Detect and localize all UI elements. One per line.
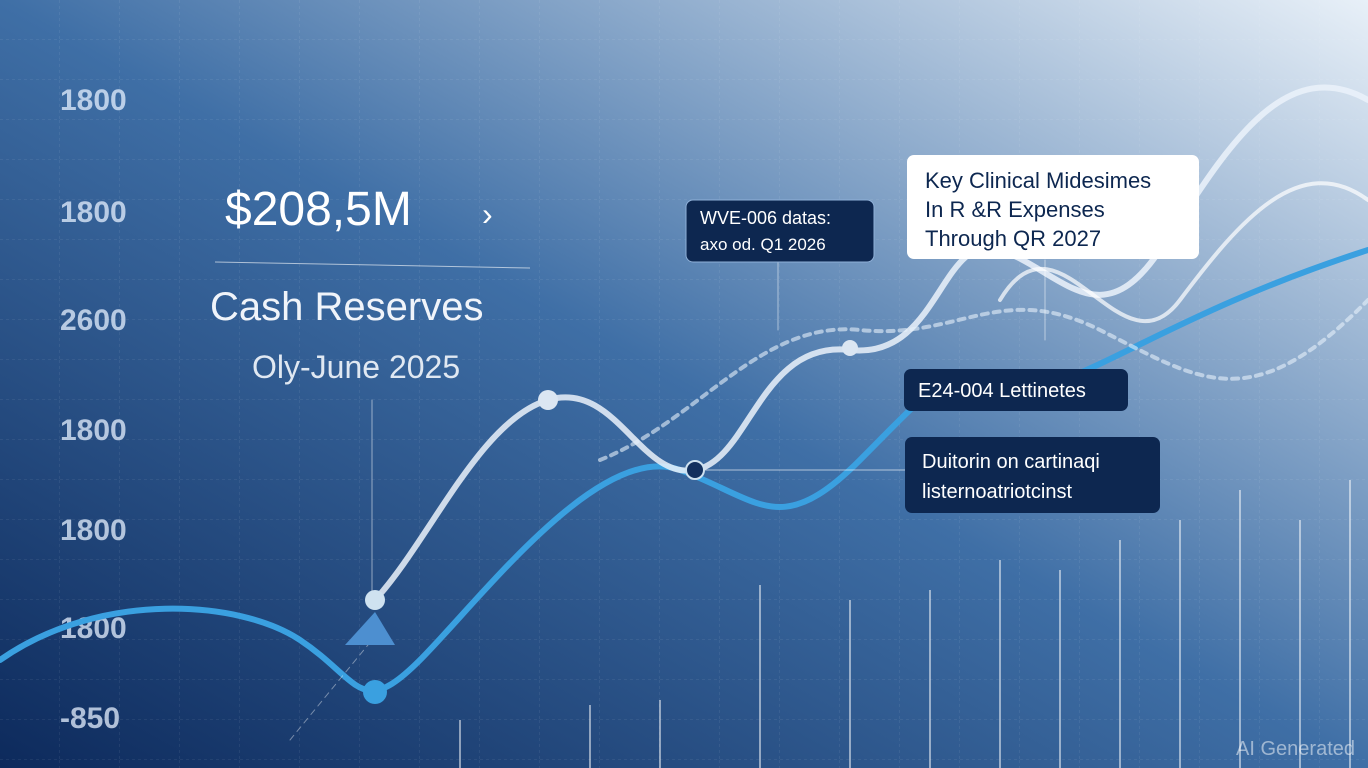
points (345, 340, 858, 704)
callout-line: Key Clinical Midesimes (925, 168, 1151, 193)
callout-box (907, 155, 1199, 259)
axis-label: 1800 (60, 414, 127, 447)
callout-line: E24-004 Lettinetes (918, 380, 1086, 402)
callout-line: Duitorin on cartinaqi (922, 451, 1100, 473)
callout: Key Clinical Midesimes In R &R Expenses … (907, 155, 1199, 259)
callout-box (904, 369, 1128, 411)
axis-label: -850 (60, 702, 120, 735)
amount: $208,5M (225, 183, 412, 236)
headline: $208,5M › Cash Reserves Oly-June 2025 (210, 183, 531, 385)
callout: E24-004 Lettinetes (904, 369, 1128, 411)
watermark: AI Generated (1236, 738, 1355, 760)
chevron: › (482, 196, 493, 232)
callout-line: listernoatriotcinst (922, 481, 1073, 503)
period: Oly-June 2025 (252, 349, 460, 385)
callout: Duitorin on cartinaqi listernoatriotcins… (905, 437, 1160, 513)
point (842, 340, 858, 356)
axis-label: 1800 (60, 514, 127, 547)
callout-line: WVE-006 datas: (700, 208, 831, 228)
point (538, 390, 558, 410)
label: Cash Reserves (210, 285, 483, 329)
callout-line: axo od. Q1 2026 (700, 235, 826, 254)
curve (598, 298, 1368, 462)
axis-label: 2600 (60, 304, 127, 337)
marker (345, 612, 395, 645)
leader (289, 639, 373, 741)
axis-label: 1800 (60, 196, 127, 229)
callout-box (905, 437, 1160, 513)
point (363, 680, 387, 704)
divider (214, 261, 531, 269)
axis-label: 1800 (60, 84, 127, 117)
callout-line: Through QR 2027 (925, 226, 1101, 251)
point (685, 460, 705, 480)
axis-labels: 1800 1800 2600 1800 1800 1800 -850 (60, 84, 127, 735)
callout-box (685, 199, 875, 263)
callout: WVE-006 datas: axo od. Q1 2026 (685, 199, 875, 263)
point (365, 590, 385, 610)
callout-line: In R &R Expenses (925, 197, 1105, 222)
spikes (459, 480, 1351, 768)
curve (998, 181, 1368, 324)
